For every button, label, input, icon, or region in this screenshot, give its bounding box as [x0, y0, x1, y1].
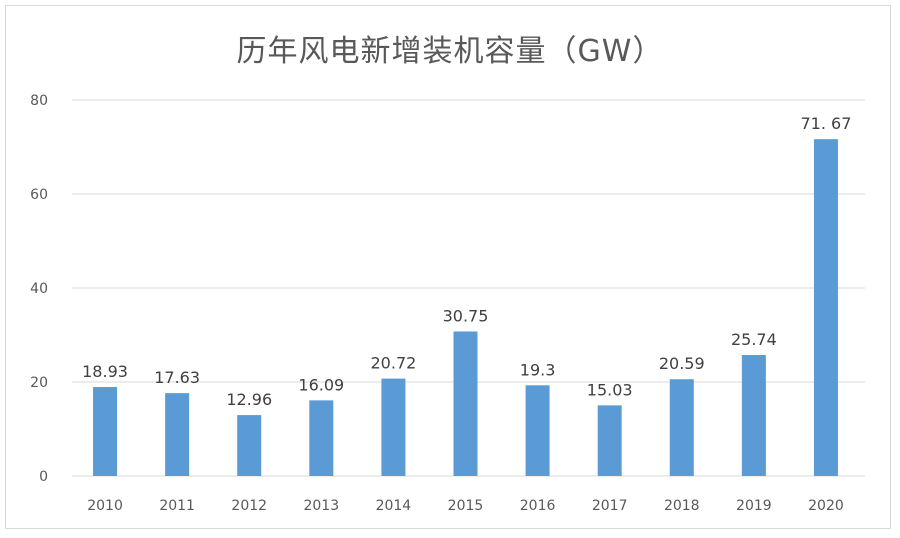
x-tick-label: 2010 [87, 498, 123, 514]
data-label: 17.63 [154, 368, 200, 387]
data-label: 30.75 [443, 306, 489, 325]
x-tick-label: 2015 [448, 498, 484, 514]
data-label: 20.59 [659, 354, 705, 373]
data-label: 19.3 [520, 360, 556, 379]
y-tick-label: 60 [30, 187, 48, 203]
bar-2014 [381, 378, 406, 476]
bar-2020 [813, 139, 838, 476]
bar-2017 [597, 405, 622, 476]
bar-2016 [525, 385, 550, 476]
data-label: 18.93 [82, 362, 128, 381]
x-tick-label: 2020 [808, 498, 844, 514]
bar-2011 [165, 393, 190, 476]
data-label: 71. 67 [801, 114, 852, 133]
x-tick-label: 2018 [664, 498, 700, 514]
x-tick-label: 2013 [303, 498, 339, 514]
chart-frame [5, 5, 891, 529]
y-tick-label: 0 [39, 469, 48, 485]
bar-2015 [453, 331, 478, 476]
bar-2018 [669, 379, 694, 476]
y-tick-label: 20 [30, 375, 48, 391]
x-tick-label: 2019 [736, 498, 772, 514]
data-label: 12.96 [226, 390, 272, 409]
x-tick-label: 2017 [592, 498, 628, 514]
data-label: 20.72 [371, 354, 417, 373]
x-tick-label: 2014 [376, 498, 412, 514]
x-tick-label: 2016 [520, 498, 556, 514]
bar-2013 [309, 400, 334, 476]
y-tick-label: 80 [30, 93, 48, 109]
data-label: 16.09 [298, 375, 344, 394]
y-tick-label: 40 [30, 281, 48, 297]
data-label: 15.03 [587, 380, 633, 399]
chart-title: 历年风电新增装机容量（GW） [236, 34, 664, 69]
x-tick-label: 2012 [231, 498, 267, 514]
bar-2010 [93, 387, 118, 476]
bar-2019 [741, 355, 766, 476]
data-label: 25.74 [731, 330, 777, 349]
bar-2012 [237, 415, 262, 476]
x-tick-label: 2011 [159, 498, 195, 514]
